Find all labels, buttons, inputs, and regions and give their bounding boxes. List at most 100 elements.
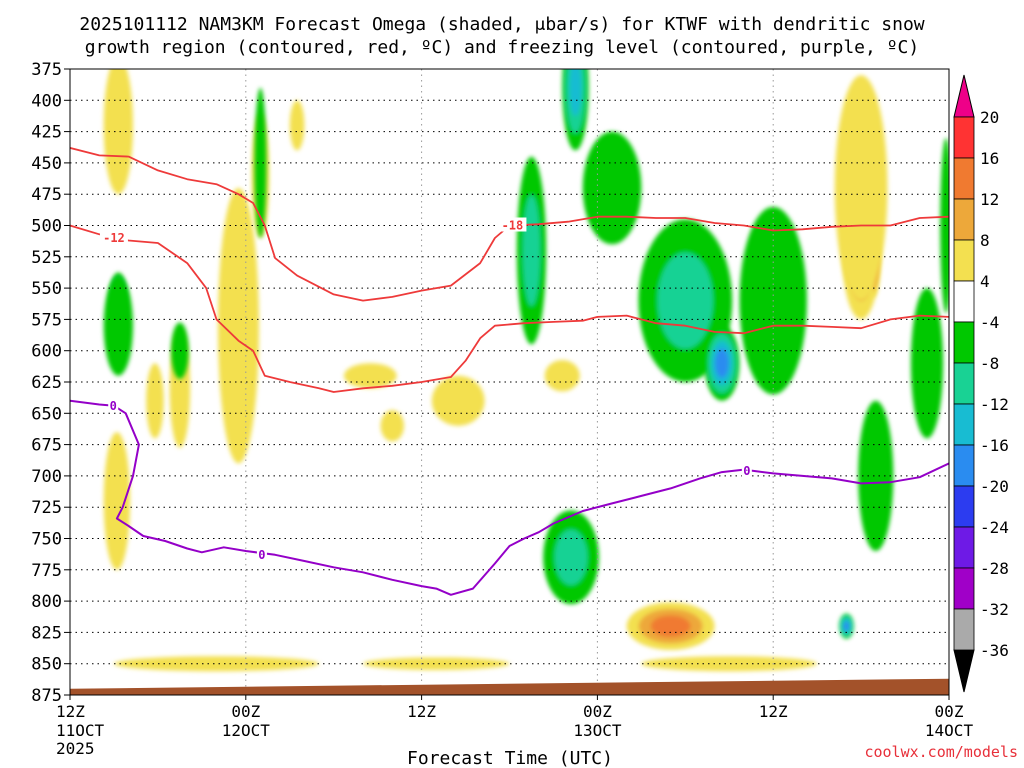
omega-cell: [363, 657, 510, 670]
dgz-contour-label: -18: [502, 219, 524, 233]
omega-band: [834, 75, 888, 301]
freezing-contour-label: 0: [110, 399, 117, 413]
omega-band: [146, 363, 164, 439]
omega-band: [254, 87, 267, 239]
colorbar-band: [953, 280, 975, 323]
freezing-contour-label: 0: [258, 548, 265, 562]
x-tick-label: 14OCT: [925, 721, 974, 740]
colorbar-band: [953, 157, 975, 200]
colorbar-label: 20: [980, 108, 999, 127]
x-tick-label: 2025: [56, 739, 95, 758]
colorbar-band: [953, 485, 975, 528]
colorbar-label: -36: [980, 641, 1009, 660]
contour-labels: -18 -12 0 0 0: [99, 217, 752, 562]
omega-band: [431, 375, 485, 426]
freezing-label-bg: [256, 547, 267, 561]
colorbar-band: [953, 403, 975, 446]
colorbar-label: 12: [980, 190, 999, 209]
omega-band: [657, 252, 713, 349]
freezing-contour-label: 0: [743, 464, 750, 478]
omega-band: [582, 131, 642, 245]
omega-band: [171, 322, 189, 379]
colorbar-label: -8: [980, 354, 999, 373]
dgz-label-bg: [498, 217, 527, 232]
omega-cell: [910, 288, 944, 439]
credit-text: coolwx.com/models: [864, 743, 1018, 761]
omega-band: [113, 656, 320, 672]
colorbar-bottom-arrow: [953, 649, 975, 693]
omega-cell: [626, 602, 715, 650]
omega-cell: [380, 410, 405, 442]
omega-cell: [641, 656, 818, 672]
terrain-fill: [70, 678, 949, 695]
y-tick-label: 575: [31, 310, 62, 330]
omega-cell: [217, 187, 259, 464]
omega-cell: [516, 156, 547, 345]
plot-area: [70, 69, 949, 695]
colorbar: 20 16 12 8 4 -4 -8 -12 -16 -20 -24 -28 -32 -36: [953, 74, 1009, 693]
omega-band: [103, 275, 133, 376]
y-tick-label: 400: [31, 91, 62, 111]
omega-band: [569, 69, 582, 117]
x-axis-label: Forecast Time (UTC): [407, 748, 613, 768]
x-tick-label: 13OCT: [573, 721, 622, 740]
omega-band: [363, 657, 510, 670]
omega-cell: [562, 69, 589, 151]
colorbar-label: -32: [980, 600, 1009, 619]
y-tick-label: 825: [31, 623, 62, 643]
colorbar-band: [953, 608, 975, 651]
y-tick-label: 775: [31, 561, 62, 581]
y-tick-label: 850: [31, 655, 62, 675]
y-tick-label: 450: [31, 154, 62, 174]
omega-band: [103, 69, 133, 195]
colorbar-top-arrow: [953, 74, 975, 118]
y-tick-label: 750: [31, 530, 62, 550]
y-tick-label: 600: [31, 342, 62, 362]
y-tick-label: 725: [31, 498, 62, 518]
y-tick-label: 800: [31, 592, 62, 612]
colorbar-label: 16: [980, 149, 999, 168]
y-tick-label: 625: [31, 373, 62, 393]
omega-band: [650, 615, 691, 637]
omega-band: [103, 432, 131, 570]
dgz-label-bg: [99, 230, 128, 245]
omega-band: [343, 363, 397, 389]
colorbar-band: [953, 321, 975, 364]
colorbar-band: [953, 567, 975, 610]
colorbar-band: [953, 116, 975, 159]
omega-cell: [704, 325, 740, 401]
omega-cell: [103, 69, 133, 195]
colorbar-label: -12: [980, 395, 1009, 414]
x-tick-label: 11OCT: [56, 721, 105, 740]
x-tick-label: 12Z: [759, 702, 788, 721]
omega-band: [858, 400, 894, 552]
omega-cell: [582, 131, 642, 245]
omega-band: [289, 100, 305, 151]
omega-cell: [171, 322, 189, 379]
colorbar-label: 8: [980, 231, 990, 250]
y-tick-label: 875: [31, 686, 62, 706]
omega-cell: [113, 656, 320, 672]
colorbar-label: -24: [980, 518, 1009, 537]
y-tick-label: 650: [31, 404, 62, 424]
dgz-contour-line: [70, 147, 949, 302]
colorbar-band: [953, 526, 975, 569]
x-tick-label: 12Z: [56, 702, 85, 721]
plot-background: [70, 69, 949, 695]
omega-band: [843, 621, 850, 631]
omega-cell: [834, 75, 888, 301]
omega-band: [380, 410, 405, 442]
omega-band: [940, 137, 949, 314]
omega-cell: [146, 363, 164, 439]
y-tick-label: 550: [31, 279, 62, 299]
freezing-label-bg: [741, 463, 752, 477]
colorbar-label: -16: [980, 436, 1009, 455]
omega-cell: [103, 432, 131, 570]
omega-cell: [289, 100, 305, 151]
omega-band: [522, 195, 541, 306]
freezing-label-bg: [108, 398, 119, 412]
y-tick-label: 425: [31, 123, 62, 143]
dgz-contour-line: [70, 224, 949, 393]
